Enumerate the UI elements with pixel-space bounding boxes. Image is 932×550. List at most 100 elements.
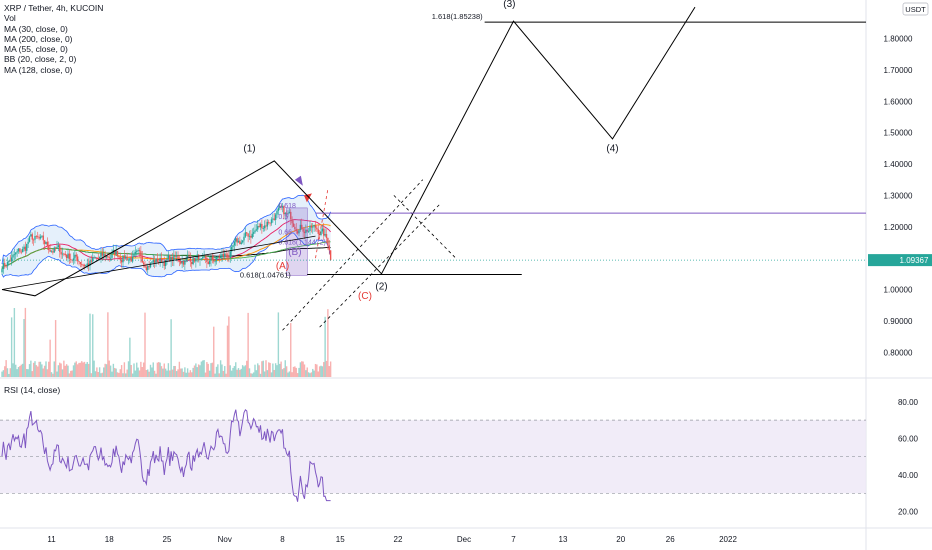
candle-body [292,223,295,227]
wave-label: (B) [288,247,301,258]
candle-body [218,256,220,259]
volume-bar [252,372,255,377]
candle-body [202,257,204,259]
candle-body [4,263,6,265]
volume-bar [130,365,132,377]
candle-body [74,254,76,259]
candle-body [243,236,245,241]
red-arrow-icon [303,193,312,203]
candle-body [210,256,212,261]
candle-body [61,253,64,255]
volume-bar [131,373,134,377]
candle-body [291,219,293,224]
rsi-label[interactable]: RSI (14, close) [4,385,61,395]
volume-bar [229,365,231,377]
candle-body [35,236,38,237]
indicator-vol[interactable]: Vol [4,13,16,24]
volume-bar [103,367,105,377]
indicator-ma128[interactable]: MA (128, close, 0) [4,64,73,75]
candle-body [217,256,219,258]
volume-bar [119,369,121,377]
volume-bar [129,337,131,377]
indicator-ma200[interactable]: MA (200, close, 0) [4,33,73,44]
volume-bar [136,362,138,377]
candle-body [167,255,170,259]
volume-bar [109,365,112,377]
price-tick: 1.70000 [884,66,913,75]
candle-body [32,239,35,241]
volume-bar [241,365,244,377]
volume-bar [178,361,181,377]
candle-body [152,260,154,263]
candle-body [303,231,306,234]
last-price-tag [868,254,932,267]
volume-bar [279,363,281,377]
candle-body [174,255,176,257]
candle-body [59,245,61,252]
price-tick: 1.30000 [884,191,913,200]
volume-bar [261,361,263,377]
indicator-bb[interactable]: BB (20, close, 2, 0) [4,54,77,65]
volume-bar [38,361,40,377]
candle-body [204,256,207,258]
volume-bar [273,369,275,377]
candle-body [144,264,146,268]
volume-bar [175,371,178,377]
volume-bar [145,370,148,377]
volume-bar [83,361,86,377]
symbol-title[interactable]: XRP / Tether, 4h, KUCOIN [4,3,104,13]
candle-body [83,264,86,267]
candle-body [31,234,33,240]
candle-body [115,250,117,255]
indicator-ma30[interactable]: MA (30, close, 0) [4,23,68,34]
volume-bar [35,365,38,377]
candle-body [284,212,286,215]
volume-bar [296,373,299,377]
volume-bar [97,372,99,377]
candle-body [254,230,256,233]
volume-bar [17,367,20,377]
volume-bar [182,371,185,377]
candle-body [13,254,16,256]
volume-bar [141,367,143,377]
volume-bar [327,309,329,377]
candle-body [153,260,156,263]
volume-bar [287,372,289,377]
annotations: 0.618 0.5 0.618(1.14472) 0.66 [278,175,457,331]
candle-body [122,255,124,263]
volume-bar [2,370,5,377]
candle-body [107,256,109,258]
volume-bar [82,362,84,377]
volume-bar [8,373,10,377]
candle-body [316,227,318,230]
candle-body [191,261,193,265]
candle-body [164,260,167,266]
candle-body [101,253,104,256]
candle-body [50,251,53,253]
candle-body [192,258,194,265]
volume-bar [224,366,226,377]
candle-body [24,246,27,251]
candle-body [240,242,242,245]
candle-body [65,254,68,259]
candle-body [276,210,278,215]
volume-bar [134,370,137,377]
volume-bar [246,360,248,377]
candle-body [158,261,160,263]
candle-body [12,254,14,258]
candle-body [266,221,269,227]
wave-base-line [1,235,316,290]
volume-bar [268,362,270,377]
candle-body [281,206,284,208]
candle-body [277,207,280,211]
volume-bar [174,366,176,377]
candle-body [68,253,71,259]
candle-body [288,211,291,214]
indicator-ma55[interactable]: MA (55, close, 0) [4,44,68,55]
volume-bar [266,370,269,377]
volume-bar [90,373,93,377]
volume-bar [23,319,25,377]
candle-body [244,232,247,237]
candle-body [175,255,178,257]
